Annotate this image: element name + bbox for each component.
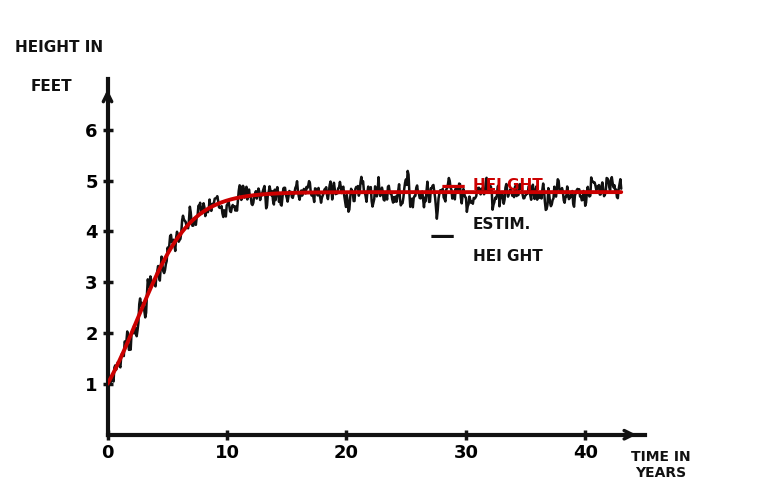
Text: TIME IN
YEARS: TIME IN YEARS [631,450,690,480]
Text: HEI GHT: HEI GHT [473,178,543,193]
Text: ESTIM.: ESTIM. [473,217,531,232]
Text: FEET: FEET [31,79,72,94]
Text: HEIGHT IN: HEIGHT IN [15,40,104,54]
Text: HEI GHT: HEI GHT [473,249,543,264]
Text: —: — [430,224,455,247]
Text: —: — [441,174,466,198]
